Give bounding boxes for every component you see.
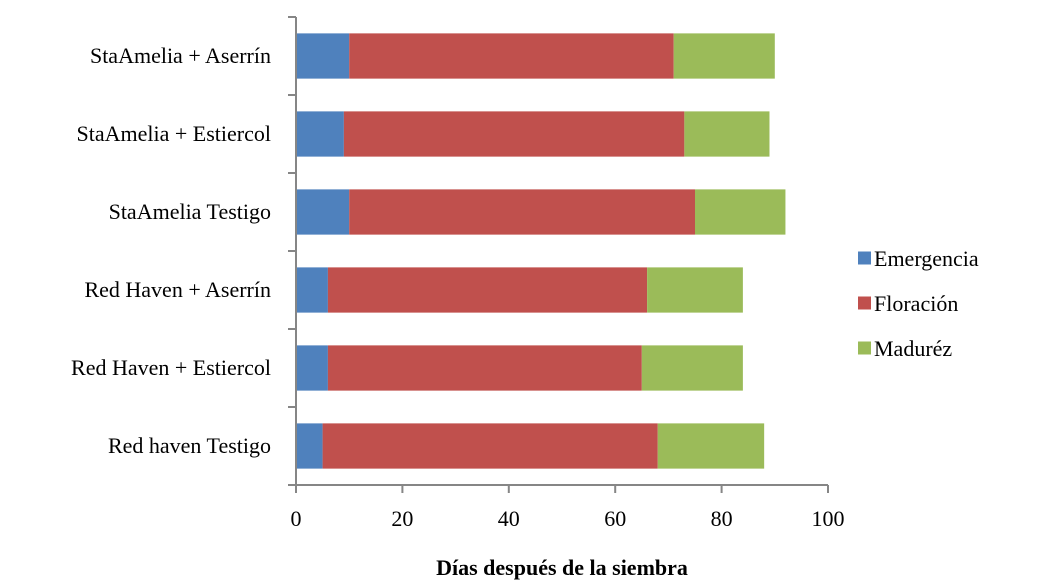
category-label: StaAmelia + Estiercol [77, 121, 271, 146]
x-tick-label: 60 [604, 506, 626, 531]
bars-layer [296, 33, 786, 469]
bar-emergencia-5 [296, 423, 323, 469]
category-label: StaAmelia + Aserrín [90, 43, 271, 68]
bar-madurez-3 [647, 267, 743, 313]
x-tick-label: 80 [711, 506, 733, 531]
bar-floracion-2 [349, 189, 695, 235]
legend-label: Emergencia [874, 246, 979, 271]
x-tick-label: 40 [498, 506, 520, 531]
legend-swatch [858, 251, 871, 265]
legend-swatch [858, 296, 871, 310]
legend-label: Maduréz [874, 336, 952, 361]
bar-emergencia-2 [296, 189, 350, 235]
bar-floracion-4 [327, 345, 642, 391]
x-axis-title: Días después de la siembra [436, 555, 688, 580]
bar-emergencia-4 [296, 345, 328, 391]
labels-layer: StaAmelia + Aserrín StaAmelia + Estiercol… [71, 43, 844, 531]
x-tick-label: 100 [812, 506, 845, 531]
bar-floracion-3 [327, 267, 648, 313]
legend-swatch [858, 341, 871, 355]
x-tick-label: 0 [291, 506, 302, 531]
bar-madurez-4 [641, 345, 743, 391]
bar-madurez-5 [657, 423, 765, 469]
bar-floracion-1 [343, 111, 685, 157]
legend: Emergencia Floración Maduréz [858, 246, 979, 361]
axis-layer [288, 16, 829, 493]
bar-floracion-5 [322, 423, 658, 469]
bar-madurez-1 [684, 111, 770, 157]
category-label: Red Haven + Estiercol [71, 355, 271, 380]
bar-emergencia-3 [296, 267, 328, 313]
category-label: StaAmelia Testigo [109, 199, 271, 224]
category-label: Red haven Testigo [108, 433, 271, 458]
bar-emergencia-1 [296, 111, 344, 157]
category-label: Red Haven + Aserrín [84, 277, 271, 302]
bar-floracion-0 [349, 33, 674, 79]
x-tick-label: 20 [391, 506, 413, 531]
bar-madurez-2 [695, 189, 786, 235]
legend-label: Floración [874, 291, 958, 316]
bar-madurez-0 [673, 33, 775, 79]
bar-emergencia-0 [296, 33, 350, 79]
